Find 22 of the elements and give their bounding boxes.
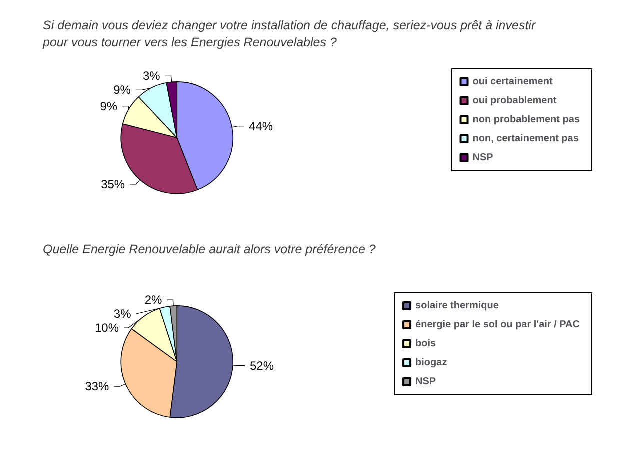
- data-label: 10%: [94, 321, 120, 336]
- data-label: 44%: [249, 119, 274, 134]
- legend-label: énergie par le sol ou par l'air / PAC: [416, 320, 580, 330]
- chart-title: Quelle Energie Renouvelable aurait alors votre préférence ?: [43, 242, 376, 256]
- data-label: 33%: [85, 380, 110, 394]
- data-label: 3%: [114, 307, 132, 322]
- data-label: 35%: [101, 177, 126, 192]
- legend-label: oui certainement: [472, 76, 554, 88]
- legend-label: NSP: [472, 152, 494, 164]
- legend-label: solaire thermique: [416, 300, 500, 312]
- data-label: 52%: [250, 358, 274, 373]
- chart-title: Si demain vous deviez changer votre installation de chauffage, seriez-vous prêt à investir pour vous tourner vers les Energies Renouvelables ?: [42, 18, 540, 50]
- data-label: 3%: [142, 69, 161, 84]
- legend-label: non probablement pas: [472, 114, 580, 126]
- legend-label: bois: [416, 338, 437, 350]
- legend-label: NSP: [416, 376, 436, 388]
- data-label: 2%: [144, 293, 163, 308]
- data-label: 9%: [114, 83, 132, 98]
- data-label: 9%: [100, 99, 118, 114]
- legend-label: biogaz: [416, 358, 448, 368]
- legend-label: non, certainement pas: [472, 134, 580, 144]
- legend-label: oui probablement: [472, 96, 558, 106]
